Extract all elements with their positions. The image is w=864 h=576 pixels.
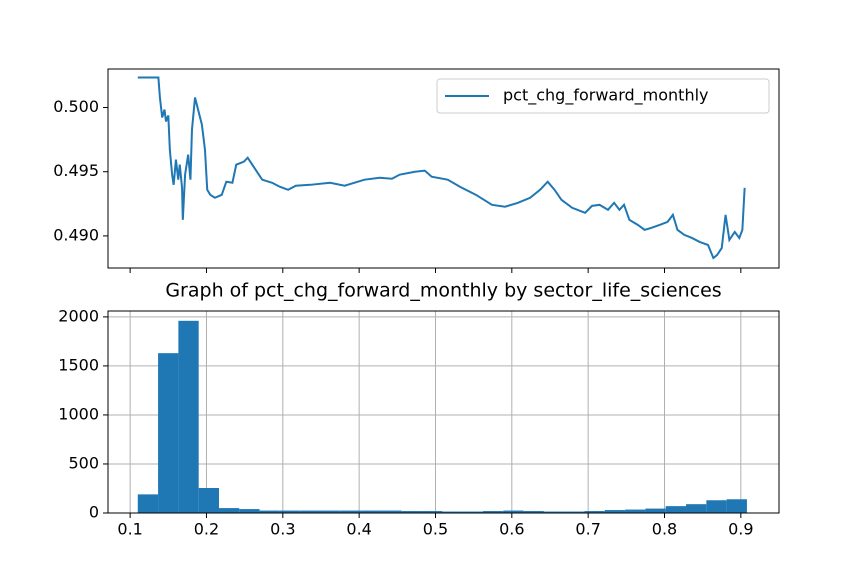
x-tick-label: 0.5 bbox=[423, 520, 448, 539]
bar bbox=[137, 494, 159, 513]
axes-frame bbox=[107, 68, 780, 269]
bar bbox=[239, 509, 260, 513]
y-tick-label: 0.490 bbox=[53, 225, 99, 244]
bar bbox=[686, 504, 707, 513]
bar bbox=[259, 510, 280, 513]
x-tick-label: 0.8 bbox=[652, 520, 677, 539]
bar bbox=[523, 511, 544, 513]
bar bbox=[604, 510, 626, 513]
line-series bbox=[137, 76, 746, 260]
bar bbox=[422, 511, 443, 513]
x-tick-label: 0.4 bbox=[346, 520, 371, 539]
bar bbox=[645, 508, 666, 513]
bar bbox=[401, 511, 423, 513]
bar bbox=[178, 320, 199, 513]
axes-frame bbox=[107, 310, 780, 514]
bar bbox=[381, 510, 402, 513]
x-tick-label: 0.3 bbox=[270, 520, 295, 539]
bar bbox=[300, 510, 321, 513]
bar bbox=[503, 510, 524, 513]
bar bbox=[543, 511, 565, 513]
legend-box bbox=[436, 78, 770, 114]
y-tick-label: 0.500 bbox=[53, 97, 99, 116]
bar bbox=[340, 510, 362, 513]
bar bbox=[320, 510, 341, 513]
bar bbox=[279, 510, 301, 513]
bar bbox=[706, 500, 727, 513]
y-tick-label: 500 bbox=[68, 453, 99, 472]
bar bbox=[361, 510, 382, 513]
bar bbox=[442, 511, 463, 513]
y-tick-label: 1000 bbox=[58, 404, 99, 423]
x-tick-label: 0.7 bbox=[575, 520, 600, 539]
y-tick-label: 2000 bbox=[58, 306, 99, 325]
x-tick-label: 0.2 bbox=[194, 520, 219, 539]
bar bbox=[482, 511, 504, 513]
bar bbox=[158, 353, 179, 513]
bar bbox=[462, 511, 483, 513]
bar bbox=[625, 509, 646, 513]
x-tick-label: 0.6 bbox=[499, 520, 524, 539]
bar bbox=[198, 487, 219, 513]
y-tick-label: 1500 bbox=[58, 355, 99, 374]
chart-title: Graph of pct_chg_forward_monthly by sect… bbox=[165, 280, 721, 302]
bar bbox=[584, 511, 605, 513]
x-tick-label: 0.1 bbox=[117, 520, 142, 539]
legend-label: pct_chg_forward_monthly bbox=[503, 86, 709, 106]
bar bbox=[665, 506, 687, 513]
y-tick-label: 0 bbox=[89, 503, 99, 522]
x-tick-label: 0.9 bbox=[728, 520, 753, 539]
bar bbox=[218, 508, 240, 513]
y-tick-label: 0.495 bbox=[53, 161, 99, 180]
bar bbox=[726, 499, 747, 513]
bar bbox=[564, 511, 585, 513]
